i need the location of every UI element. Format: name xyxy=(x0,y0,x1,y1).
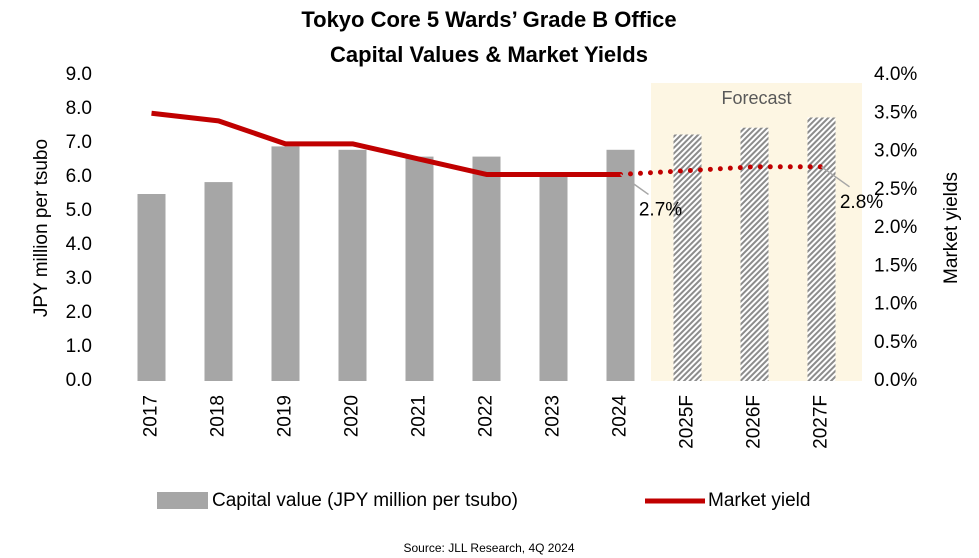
yield-line xyxy=(151,110,621,177)
annotation-leader xyxy=(620,173,649,196)
legend-swatch xyxy=(157,492,208,509)
x-tick-label: 2023 xyxy=(543,395,564,437)
x-tick-label: 2017 xyxy=(141,395,162,437)
y2-axis-title: Market yields xyxy=(941,172,962,284)
x-tick-label: 2021 xyxy=(409,395,430,437)
forecast-label: Forecast xyxy=(721,88,791,108)
x-tick-label: 2026F xyxy=(744,395,765,449)
source-note: Source: JLL Research, 4Q 2024 xyxy=(404,541,575,555)
legend-label: Market yield xyxy=(708,490,810,511)
chart-title: Tokyo Core 5 Wards’ Grade B Office xyxy=(301,7,676,32)
bar xyxy=(271,146,300,381)
bar xyxy=(338,149,367,381)
data-label: 2.7% xyxy=(639,199,682,220)
bar xyxy=(405,156,434,381)
x-tick-label: 2019 xyxy=(275,395,296,437)
data-label: 2.8% xyxy=(840,192,883,213)
y2-tick-label: 3.0% xyxy=(874,141,917,162)
x-tick-label: 2022 xyxy=(476,395,497,437)
legend-label: Capital value (JPY million per tsubo) xyxy=(212,490,518,511)
y-tick-label: 6.0 xyxy=(66,166,92,187)
y2-tick-label: 1.5% xyxy=(874,255,917,276)
bar xyxy=(472,156,501,381)
bar xyxy=(137,194,166,381)
x-tick-label: 2025F xyxy=(677,395,698,449)
chart-title: Capital Values & Market Yields xyxy=(330,42,648,67)
bar xyxy=(807,117,836,381)
bar xyxy=(539,173,568,381)
y-tick-label: 9.0 xyxy=(66,64,92,85)
yield-forecast-line xyxy=(618,164,824,177)
x-tick-label: 2027F xyxy=(811,395,832,449)
y2-tick-label: 0.0% xyxy=(874,370,917,391)
y2-tick-label: 4.0% xyxy=(874,64,917,85)
bar xyxy=(740,127,769,381)
y-tick-label: 3.0 xyxy=(66,268,92,289)
y-tick-label: 7.0 xyxy=(66,132,92,153)
y-tick-label: 4.0 xyxy=(66,234,92,255)
annotation-leader xyxy=(821,166,850,188)
bar xyxy=(204,182,233,381)
y2-tick-label: 2.5% xyxy=(874,179,917,200)
x-tick-label: 2024 xyxy=(610,395,631,438)
y-tick-label: 8.0 xyxy=(66,98,92,119)
bar xyxy=(606,149,635,381)
y2-tick-label: 2.0% xyxy=(874,217,917,238)
y-tick-label: 5.0 xyxy=(66,200,92,221)
x-tick-label: 2018 xyxy=(208,395,229,437)
y2-tick-label: 3.5% xyxy=(874,102,917,123)
x-tick-label: 2020 xyxy=(342,395,363,437)
y-tick-label: 1.0 xyxy=(66,336,92,357)
y2-tick-label: 1.0% xyxy=(874,294,917,315)
y-tick-label: 2.0 xyxy=(66,302,92,323)
bar xyxy=(673,134,702,381)
y2-tick-label: 0.5% xyxy=(874,332,917,353)
y-tick-label: 0.0 xyxy=(66,370,92,391)
y-axis-title: JPY million per tsubo xyxy=(31,139,52,317)
